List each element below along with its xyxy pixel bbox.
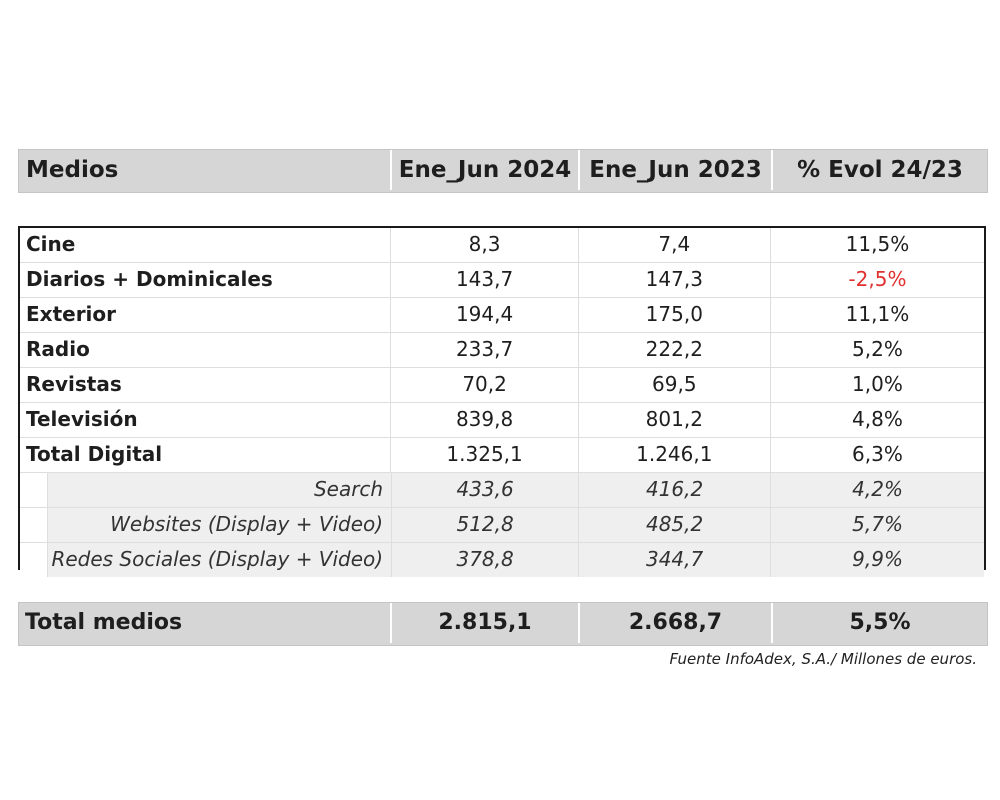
- total-row: Total medios 2.815,1 2.668,7 5,5%: [18, 602, 988, 646]
- value-evol: 11,1%: [845, 302, 910, 326]
- value-2024: 839,8: [391, 403, 579, 437]
- table-subrow: Redes Sociales (Display + Video) 378,8 3…: [20, 543, 984, 577]
- value-2023: 69,5: [579, 368, 771, 402]
- table-header: Medios Ene_Jun 2024 Ene_Jun 2023 % Evol …: [18, 149, 988, 193]
- header-medios: Medios: [19, 150, 392, 190]
- row-label: Televisión: [20, 403, 392, 437]
- row-label: Revistas: [20, 368, 392, 402]
- value-evol: 5,2%: [852, 337, 903, 361]
- value-2024: 194,4: [391, 298, 579, 332]
- table-row: Revistas 70,2 69,5 1,0%: [20, 368, 984, 403]
- subrow-label: Redes Sociales (Display + Video): [47, 543, 393, 577]
- row-label: Cine: [20, 228, 392, 262]
- value-evol: 6,3%: [852, 442, 903, 466]
- row-label: Radio: [20, 333, 392, 367]
- table-row: Diarios + Dominicales 143,7 147,3 -2,5%: [20, 263, 984, 298]
- header-evol: % Evol 24/23: [797, 157, 963, 183]
- subrow-label: Websites (Display + Video): [47, 508, 393, 542]
- row-label: Diarios + Dominicales: [20, 263, 392, 297]
- value-2024: 512,8: [392, 508, 580, 542]
- value-evol: 9,9%: [771, 543, 984, 577]
- table-row: Radio 233,7 222,2 5,2%: [20, 333, 984, 368]
- value-2023: 1.246,1: [579, 438, 771, 472]
- source-note: Fuente InfoAdex, S.A./ Millones de euros…: [669, 650, 978, 668]
- value-evol: 4,2%: [771, 473, 984, 507]
- indent-spacer: [20, 508, 48, 542]
- indent-spacer: [20, 543, 48, 577]
- total-2023: 2.668,7: [580, 603, 773, 643]
- subrow-label: Search: [47, 473, 393, 507]
- total-2024: 2.815,1: [392, 603, 580, 643]
- value-2024: 1.325,1: [391, 438, 579, 472]
- table-row: Total Digital 1.325,1 1.246,1 6,3%: [20, 438, 984, 473]
- table-row: Exterior 194,4 175,0 11,1%: [20, 298, 984, 333]
- value-2023: 7,4: [579, 228, 771, 262]
- value-evol: 1,0%: [852, 372, 903, 396]
- total-evol: 5,5%: [849, 610, 911, 635]
- header-2024: Ene_Jun 2024: [392, 150, 580, 190]
- value-evol: 11,5%: [845, 232, 910, 256]
- row-label: Total Digital: [20, 438, 392, 472]
- value-2023: 175,0: [579, 298, 771, 332]
- header-2023: Ene_Jun 2023: [580, 150, 773, 190]
- value-evol: 4,8%: [852, 407, 903, 431]
- total-label: Total medios: [19, 603, 392, 643]
- table-row: Televisión 839,8 801,2 4,8%: [20, 403, 984, 438]
- value-2024: 378,8: [392, 543, 580, 577]
- table-subrow: Websites (Display + Video) 512,8 485,2 5…: [20, 508, 984, 543]
- value-2024: 433,6: [392, 473, 580, 507]
- value-2024: 70,2: [391, 368, 579, 402]
- value-2023: 485,2: [579, 508, 772, 542]
- value-evol: 5,7%: [771, 508, 984, 542]
- value-2023: 344,7: [579, 543, 772, 577]
- value-2023: 801,2: [579, 403, 771, 437]
- table-subrow: Search 433,6 416,2 4,2%: [20, 473, 984, 508]
- value-2023: 222,2: [579, 333, 771, 367]
- value-2023: 416,2: [579, 473, 772, 507]
- value-2024: 233,7: [391, 333, 579, 367]
- value-2024: 8,3: [391, 228, 579, 262]
- table-row: Cine 8,3 7,4 11,5%: [20, 228, 984, 263]
- value-evol-negative: -2,5%: [848, 267, 907, 291]
- table-body: Cine 8,3 7,4 11,5% Diarios + Dominicales…: [18, 226, 986, 577]
- row-label: Exterior: [20, 298, 392, 332]
- value-2023: 147,3: [579, 263, 771, 297]
- value-2024: 143,7: [391, 263, 579, 297]
- indent-spacer: [20, 473, 48, 507]
